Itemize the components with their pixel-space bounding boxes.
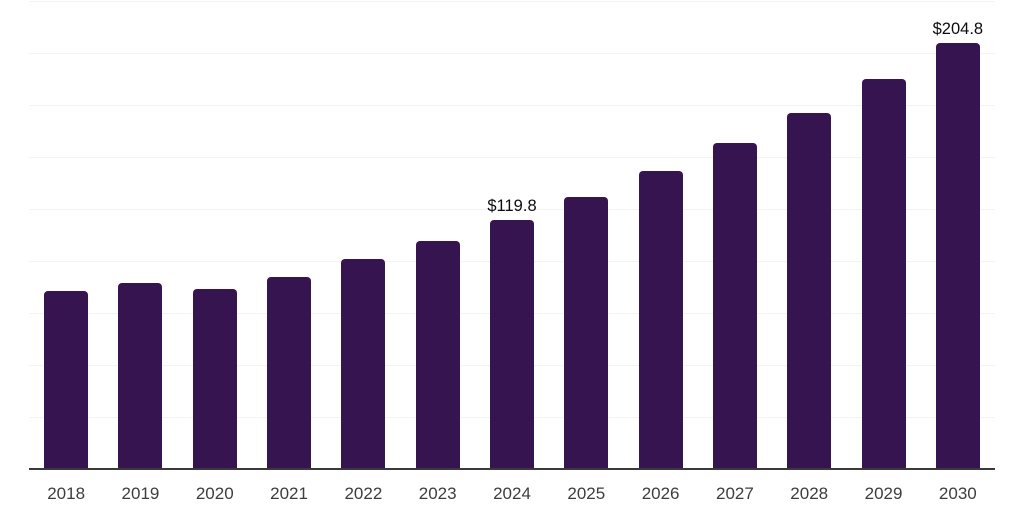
bar-2023: [415, 241, 460, 469]
bar-2022: [341, 258, 386, 469]
x-tick-label-2026: 2026: [641, 484, 680, 503]
gridline-y125: [29, 209, 995, 210]
x-tick-label-2020: 2020: [195, 484, 234, 503]
gridline-y200: [29, 53, 995, 54]
x-tick-label-2024: 2024: [493, 484, 531, 503]
x-tick-label-2030: 2030: [938, 484, 977, 503]
bar-2025: [564, 196, 609, 469]
gridline-y175: [29, 105, 995, 106]
bar-2021: [267, 276, 312, 469]
gridline-y150: [29, 157, 995, 158]
gridline-y225: [29, 1, 995, 2]
bar-2026: [638, 171, 683, 469]
x-tick-label-2027: 2027: [716, 484, 754, 503]
x-tick-label-2025: 2025: [567, 484, 606, 503]
bar-2020: [192, 289, 237, 469]
x-tick-label-2028: 2028: [790, 484, 829, 503]
bar-2028: [787, 112, 832, 469]
x-tick-label-2023: 2023: [418, 484, 457, 503]
x-tick-label-2021: 2021: [270, 484, 308, 503]
bar-2019: [118, 282, 163, 469]
bar-2030: [935, 43, 980, 469]
x-axis-line: [29, 468, 995, 470]
bar-value-label-2024: $119.8: [487, 196, 537, 215]
bar-2029: [861, 79, 906, 469]
x-tick-label-2022: 2022: [344, 484, 383, 503]
x-tick-label-2029: 2029: [864, 484, 903, 503]
x-tick-label-2018: 2018: [47, 484, 86, 503]
bar-value-label-2030: $204.8: [932, 20, 984, 39]
bar-2018: [44, 291, 89, 469]
bar-2024: [490, 219, 534, 469]
x-tick-label-2019: 2019: [121, 484, 160, 503]
bar-2027: [712, 143, 757, 469]
